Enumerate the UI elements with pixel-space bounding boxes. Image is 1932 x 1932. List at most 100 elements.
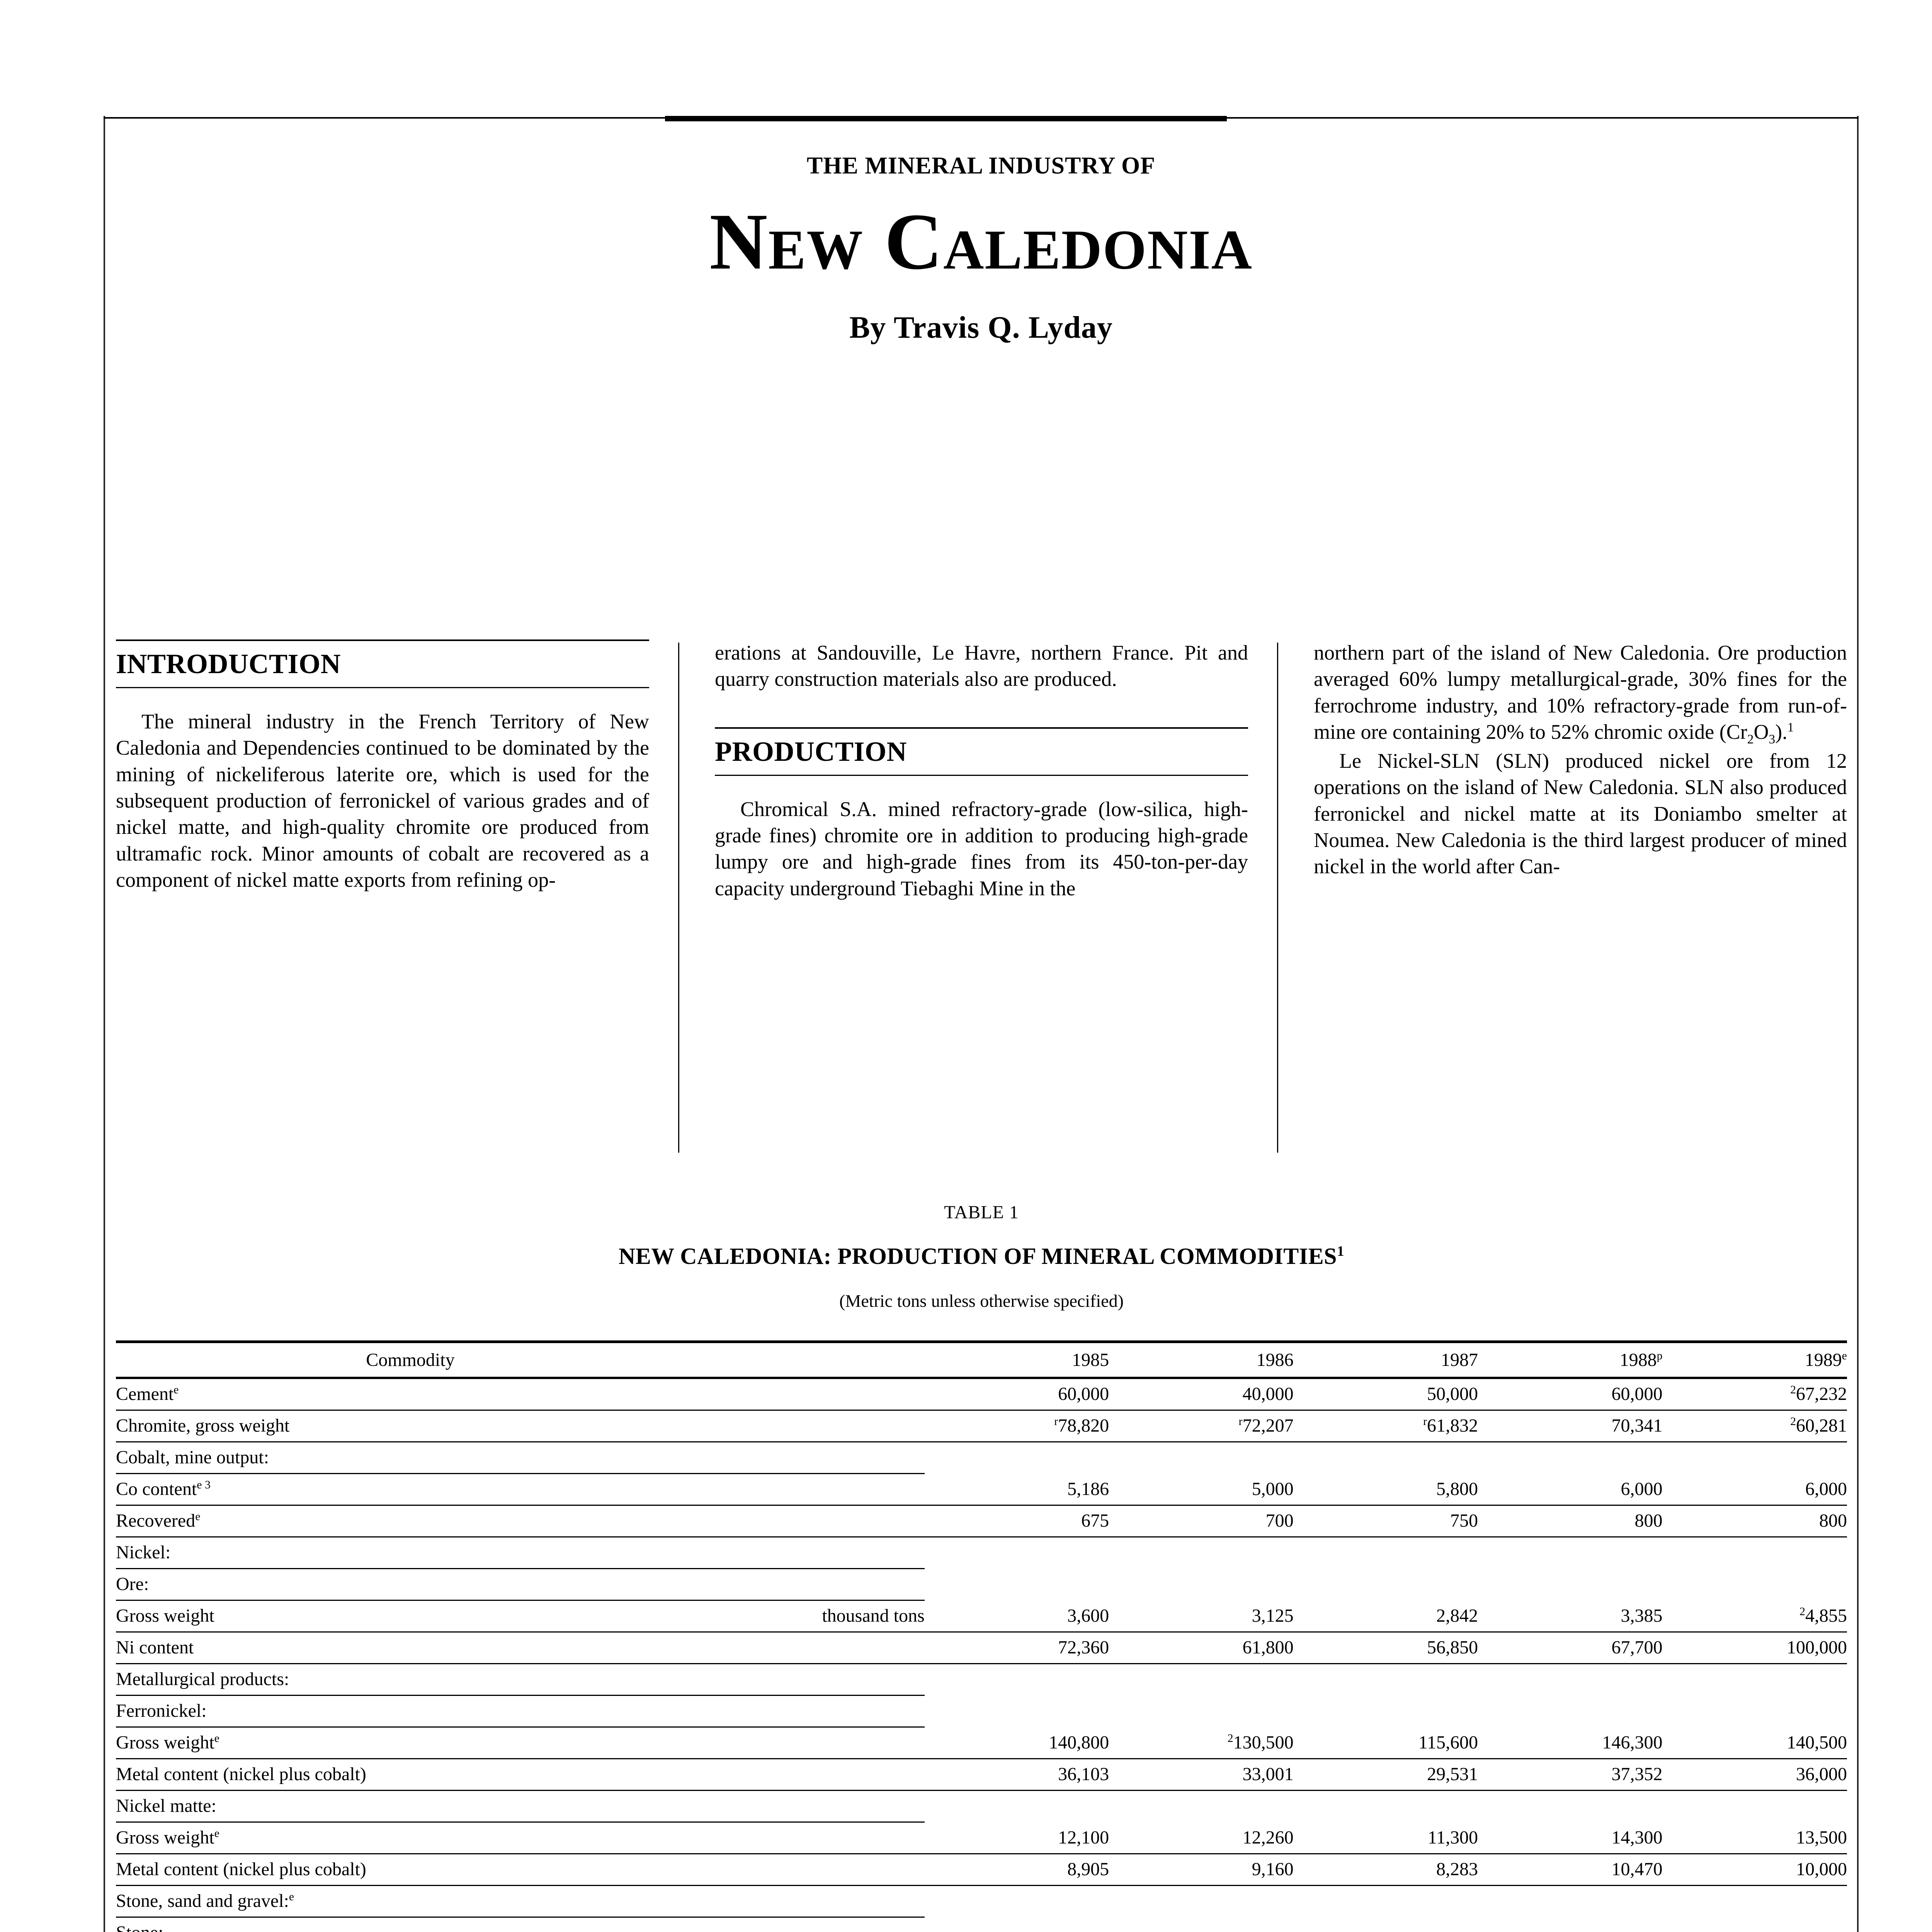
value-prefix-mark: r bbox=[1054, 1415, 1058, 1428]
row-value-1988: 67,700 bbox=[1478, 1632, 1663, 1664]
row-value-1988: 60,000 bbox=[1478, 1378, 1663, 1411]
row-value-1989 bbox=[1662, 1569, 1847, 1600]
value-number: 67,700 bbox=[1611, 1637, 1663, 1658]
value-number: 33,001 bbox=[1242, 1764, 1294, 1784]
row-unit bbox=[704, 1505, 925, 1537]
title-ew: EW bbox=[768, 219, 864, 281]
value-number: 800 bbox=[1819, 1510, 1847, 1531]
value-number: 67,232 bbox=[1796, 1384, 1847, 1404]
value-number: 29,531 bbox=[1427, 1764, 1478, 1784]
row-value-1986: 9,160 bbox=[1109, 1854, 1294, 1886]
year-label: 1989 bbox=[1804, 1350, 1842, 1370]
row-label: Gross weighte bbox=[116, 1727, 705, 1759]
row-value-1988: 37,352 bbox=[1478, 1759, 1663, 1791]
chromic-oxide-sub-2: 2 bbox=[1747, 732, 1754, 747]
value-number: 8,283 bbox=[1436, 1859, 1478, 1879]
year-mark: p bbox=[1656, 1349, 1663, 1362]
value-number: 115,600 bbox=[1418, 1732, 1478, 1753]
row-label: Nickel matte: bbox=[116, 1790, 705, 1823]
value-number: 6,000 bbox=[1805, 1479, 1847, 1499]
value-number: 11,300 bbox=[1427, 1827, 1478, 1848]
value-number: 800 bbox=[1634, 1510, 1663, 1531]
article-columns: INTRODUCTION The mineral industry in the… bbox=[116, 639, 1847, 1153]
row-label: Cemente bbox=[116, 1378, 705, 1411]
row-label: Ni content bbox=[116, 1632, 705, 1664]
year-label: 1986 bbox=[1256, 1350, 1294, 1370]
row-label-text: Metallurgical products: bbox=[116, 1669, 289, 1689]
row-label-text: Co content bbox=[116, 1479, 197, 1499]
chromic-oxide-text-close: ). bbox=[1775, 720, 1787, 743]
row-value-1986 bbox=[1109, 1791, 1293, 1822]
row-label-text: Ore: bbox=[116, 1574, 149, 1594]
row-value-1989: 267,232 bbox=[1662, 1378, 1847, 1411]
row-label: Cobalt, mine output: bbox=[116, 1442, 705, 1474]
year-label: 1988 bbox=[1619, 1350, 1657, 1370]
row-label: Nickel: bbox=[116, 1537, 705, 1569]
row-label-text: Nickel matte: bbox=[116, 1796, 216, 1816]
value-number: 10,000 bbox=[1796, 1859, 1847, 1879]
row-value-1986: 700 bbox=[1109, 1505, 1294, 1537]
year-label: 1987 bbox=[1441, 1350, 1478, 1370]
value-number: 60,000 bbox=[1611, 1384, 1663, 1404]
value-number: 3,385 bbox=[1621, 1605, 1663, 1626]
row-value-1985: 5,186 bbox=[924, 1473, 1109, 1506]
row-label: Co contente 3 bbox=[116, 1473, 705, 1506]
page-frame-rule-right bbox=[1857, 116, 1859, 1932]
production-paragraph-1-continued: northern part of the island of New Caled… bbox=[1314, 639, 1847, 748]
value-number: 2,842 bbox=[1436, 1605, 1478, 1626]
value-number: 4,855 bbox=[1805, 1605, 1847, 1626]
value-number: 130,500 bbox=[1233, 1732, 1294, 1753]
table-title-footnote-ref: 1 bbox=[1337, 1243, 1345, 1259]
row-value-1986 bbox=[1109, 1537, 1293, 1569]
row-value-1989 bbox=[1662, 1664, 1847, 1696]
row-label: Gross weight bbox=[116, 1600, 705, 1633]
row-value-1985: 36,103 bbox=[924, 1759, 1109, 1791]
byline: By Travis Q. Lyday bbox=[849, 311, 1113, 345]
page-frame-rule-left bbox=[104, 116, 105, 1932]
row-label-text: Metal content (nickel plus cobalt) bbox=[116, 1859, 366, 1879]
table-row: Chromite, gross weight r78,820 r72,207 r61,… bbox=[116, 1410, 1847, 1442]
row-value-1988: 10,470 bbox=[1478, 1854, 1663, 1886]
kicker-line: THE MINERAL INDUSTRY OF bbox=[806, 153, 1156, 179]
column-2: erations at Sandouville, Le Havre, north… bbox=[715, 639, 1248, 1153]
row-value-1988: 146,300 bbox=[1478, 1727, 1663, 1759]
row-label-mark: e bbox=[195, 1510, 201, 1523]
row-label-mark: e bbox=[214, 1732, 219, 1745]
value-prefix-mark: 2 bbox=[1227, 1732, 1233, 1745]
table-row: Metallurgical products: bbox=[116, 1663, 1847, 1696]
value-number: 37,352 bbox=[1611, 1764, 1663, 1784]
row-value-1987 bbox=[1294, 1569, 1478, 1600]
row-value-1989 bbox=[1662, 1442, 1847, 1474]
chromic-oxide-text-a: northern part of the island of New Caled… bbox=[1314, 641, 1847, 743]
row-label-text: Metal content (nickel plus cobalt) bbox=[116, 1764, 366, 1784]
row-label-mark: e bbox=[173, 1383, 179, 1396]
row-value-1986: 12,260 bbox=[1109, 1822, 1294, 1854]
row-value-1987 bbox=[1294, 1696, 1478, 1727]
row-label-text: Ni content bbox=[116, 1637, 194, 1658]
value-prefix-mark: r bbox=[1423, 1415, 1427, 1428]
row-value-1989 bbox=[1662, 1917, 1847, 1932]
value-number: 3,125 bbox=[1252, 1605, 1294, 1626]
table-row: Nickel matte: bbox=[116, 1790, 1847, 1823]
value-number: 12,260 bbox=[1242, 1827, 1294, 1848]
value-number: 50,000 bbox=[1427, 1384, 1478, 1404]
row-value-1986 bbox=[1109, 1442, 1293, 1474]
title-cap-c: C bbox=[884, 197, 944, 286]
value-number: 36,103 bbox=[1058, 1764, 1109, 1784]
column-header-unit bbox=[704, 1340, 925, 1379]
row-value-1989: 24,855 bbox=[1662, 1600, 1847, 1633]
row-value-1986: 5,000 bbox=[1109, 1473, 1294, 1506]
row-value-1986: 2130,500 bbox=[1109, 1727, 1294, 1759]
value-number: 56,850 bbox=[1427, 1637, 1478, 1658]
row-label: Stone, sand and gravel:e bbox=[116, 1885, 705, 1918]
column-header-year-1985: 1985 bbox=[924, 1340, 1109, 1379]
row-unit bbox=[704, 1727, 925, 1759]
value-number: 675 bbox=[1081, 1510, 1109, 1531]
value-number: 140,800 bbox=[1049, 1732, 1109, 1753]
row-value-1987: 56,850 bbox=[1293, 1632, 1478, 1664]
row-label-mark: e bbox=[289, 1890, 294, 1903]
row-label-text: Gross weight bbox=[116, 1605, 214, 1626]
row-value-1985: 140,800 bbox=[924, 1727, 1109, 1759]
production-paragraph-2: Le Nickel-SLN (SLN) produced nickel ore … bbox=[1314, 749, 1847, 878]
row-unit bbox=[704, 1663, 925, 1696]
